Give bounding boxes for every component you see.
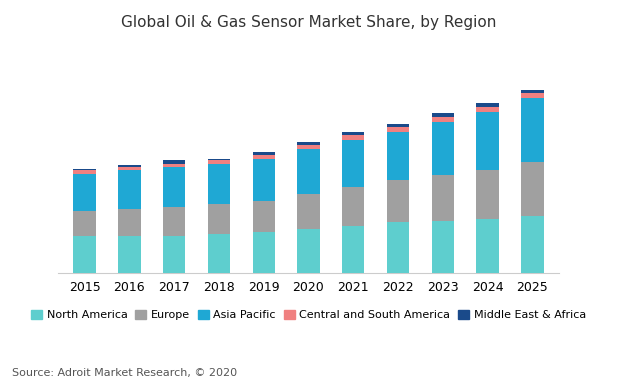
Bar: [252, 155, 275, 159]
Bar: [163, 207, 185, 236]
Bar: [432, 122, 454, 175]
Bar: [521, 99, 544, 162]
Bar: [297, 229, 320, 273]
Bar: [342, 132, 365, 135]
Bar: [521, 162, 544, 216]
Bar: [208, 234, 230, 273]
Bar: [73, 170, 96, 174]
Bar: [521, 90, 544, 93]
Bar: [297, 145, 320, 149]
Bar: [73, 169, 96, 170]
Bar: [73, 236, 96, 273]
Bar: [118, 167, 141, 170]
Bar: [387, 222, 409, 273]
Bar: [208, 160, 230, 164]
Bar: [73, 174, 96, 210]
Bar: [118, 170, 141, 209]
Bar: [208, 204, 230, 234]
Bar: [432, 175, 454, 221]
Bar: [208, 159, 230, 160]
Bar: [163, 167, 185, 207]
Bar: [252, 232, 275, 273]
Bar: [387, 180, 409, 222]
Title: Global Oil & Gas Sensor Market Share, by Region: Global Oil & Gas Sensor Market Share, by…: [121, 15, 496, 30]
Bar: [342, 226, 365, 273]
Bar: [476, 104, 499, 107]
Bar: [208, 164, 230, 204]
Bar: [432, 117, 454, 122]
Legend: North America, Europe, Asia Pacific, Central and South America, Middle East & Af: North America, Europe, Asia Pacific, Cen…: [27, 305, 590, 324]
Bar: [73, 210, 96, 236]
Bar: [163, 160, 185, 164]
Text: Source: Adroit Market Research, © 2020: Source: Adroit Market Research, © 2020: [12, 368, 238, 378]
Bar: [432, 221, 454, 273]
Bar: [387, 123, 409, 127]
Bar: [476, 219, 499, 273]
Bar: [432, 113, 454, 117]
Bar: [476, 170, 499, 219]
Bar: [118, 236, 141, 273]
Bar: [252, 159, 275, 201]
Bar: [297, 149, 320, 194]
Bar: [252, 152, 275, 155]
Bar: [297, 142, 320, 145]
Bar: [252, 201, 275, 232]
Bar: [342, 140, 365, 187]
Bar: [163, 164, 185, 167]
Bar: [342, 187, 365, 226]
Bar: [521, 216, 544, 273]
Bar: [521, 93, 544, 99]
Bar: [476, 112, 499, 170]
Bar: [297, 194, 320, 229]
Bar: [118, 165, 141, 167]
Bar: [118, 209, 141, 236]
Bar: [342, 135, 365, 140]
Bar: [387, 132, 409, 180]
Bar: [476, 107, 499, 112]
Bar: [163, 236, 185, 273]
Bar: [387, 127, 409, 132]
